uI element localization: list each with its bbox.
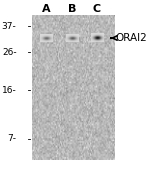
Text: 16-: 16- bbox=[2, 86, 16, 95]
Text: ORAI2: ORAI2 bbox=[115, 33, 147, 43]
Text: C: C bbox=[93, 4, 101, 14]
Text: B: B bbox=[68, 4, 76, 14]
Text: 7-: 7- bbox=[8, 134, 16, 143]
Text: A: A bbox=[42, 4, 51, 14]
Text: 37-: 37- bbox=[2, 22, 16, 31]
Text: 26-: 26- bbox=[2, 48, 16, 57]
